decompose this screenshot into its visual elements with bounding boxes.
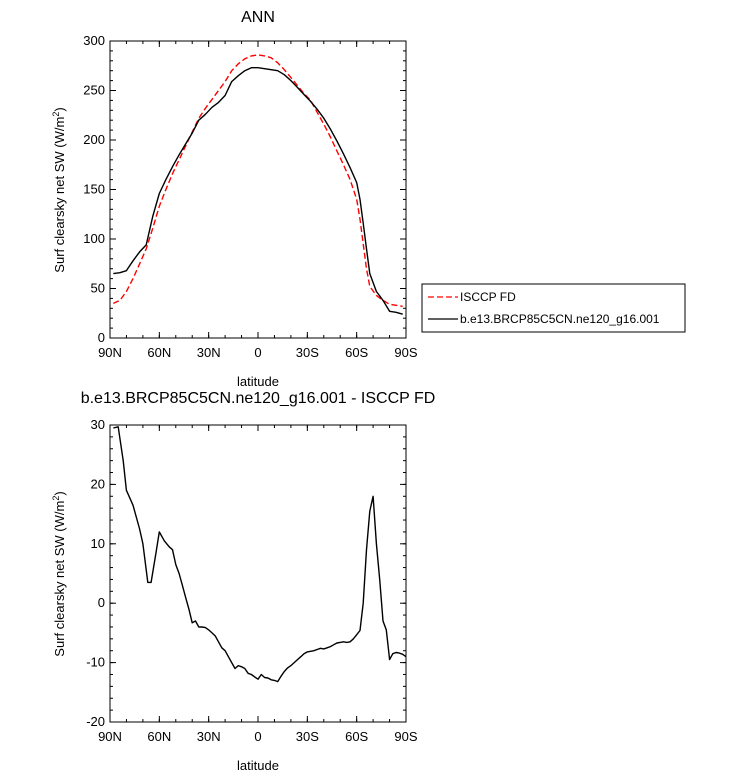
top-x-tick-label: 90S xyxy=(394,345,417,360)
top-ylabel-sup: 2 xyxy=(51,112,61,117)
bottom-series-line-0 xyxy=(113,426,407,683)
bottom-chart-y-axis-title: Surf clearsky net SW (W/m2) xyxy=(51,491,67,656)
bottom-chart: b.e13.BRCP85C5CN.ne120_g16.001 - ISCCP F… xyxy=(51,390,435,773)
top-y-tick-label: 100 xyxy=(83,231,105,246)
bottom-y-tick-label: -10 xyxy=(86,655,105,670)
top-x-tick-label: 0 xyxy=(254,345,261,360)
bottom-chart-x-axis-title: latitude xyxy=(237,758,279,773)
legend-box xyxy=(421,283,686,333)
top-x-tick-label: 30S xyxy=(296,345,319,360)
bottom-ylabel-sup: 2 xyxy=(51,496,61,501)
top-chart: ANN Surf clearsky net SW (W/m2) latitude… xyxy=(51,9,686,389)
bottom-x-tick-label: 60S xyxy=(345,729,368,744)
top-chart-frame xyxy=(109,40,407,339)
top-series-line-0 xyxy=(113,54,403,307)
top-chart-title: ANN xyxy=(241,9,275,26)
top-x-tick-label: 30N xyxy=(197,345,221,360)
top-y-tick-label: 250 xyxy=(83,83,105,98)
top-chart-x-axis-title: latitude xyxy=(237,374,279,389)
top-y-tick-label: 150 xyxy=(83,182,105,197)
top-chart-plot-area: 0 50 100 150 200 250 300 90N 60N 30N 0 30S 60S 90S xyxy=(83,33,418,360)
svg-text:Surf clearsky net SW (W/m2): Surf clearsky net SW (W/m2) xyxy=(51,491,67,656)
bottom-y-tick-label: 20 xyxy=(91,476,105,491)
bottom-chart-plot-area: -20 -10 0 10 20 30 90N 60N 30N 0 30S 60S 90S xyxy=(86,417,418,744)
top-x-tick-label: 60S xyxy=(345,345,368,360)
legend-label-isccp: ISCCP FD xyxy=(460,290,516,304)
bottom-y-tick-label: 10 xyxy=(91,536,105,551)
bottom-x-tick-label: 30S xyxy=(296,729,319,744)
top-y-tick-label: 0 xyxy=(98,330,105,345)
bottom-chart-title: b.e13.BRCP85C5CN.ne120_g16.001 - ISCCP F… xyxy=(81,390,436,407)
bottom-chart-frame xyxy=(109,424,407,723)
top-ylabel-close: ) xyxy=(52,107,67,111)
bottom-x-tick-label: 0 xyxy=(254,729,261,744)
top-y-tick-label: 50 xyxy=(91,281,105,296)
top-y-tick-label: 300 xyxy=(83,33,105,48)
top-series-line-1 xyxy=(113,66,403,315)
bottom-x-tick-label: 90N xyxy=(98,729,122,744)
bottom-y-tick-label: 0 xyxy=(98,595,105,610)
bottom-x-tick-label: 60N xyxy=(147,729,171,744)
svg-text:Surf clearsky net SW (W/m2): Surf clearsky net SW (W/m2) xyxy=(51,107,67,272)
legend-label-model: b.e13.BRCP85C5CN.ne120_g16.001 xyxy=(460,312,660,326)
bottom-ylabel: Surf clearsky net SW (W/m xyxy=(52,501,67,657)
top-x-tick-label: 60N xyxy=(147,345,171,360)
top-ylabel: Surf clearsky net SW (W/m xyxy=(52,117,67,273)
bottom-x-tick-label: 90S xyxy=(394,729,417,744)
bottom-y-tick-label: 30 xyxy=(91,417,105,432)
bottom-ylabel-close: ) xyxy=(52,491,67,495)
legend: ISCCP FD b.e13.BRCP85C5CN.ne120_g16.001 xyxy=(421,283,686,333)
bottom-y-tick-label: -20 xyxy=(86,714,105,729)
bottom-x-tick-label: 30N xyxy=(197,729,221,744)
top-chart-y-axis-title: Surf clearsky net SW (W/m2) xyxy=(51,107,67,272)
top-y-tick-label: 200 xyxy=(83,132,105,147)
top-x-tick-label: 90N xyxy=(98,345,122,360)
